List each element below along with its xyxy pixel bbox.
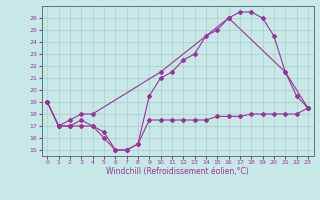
- X-axis label: Windchill (Refroidissement éolien,°C): Windchill (Refroidissement éolien,°C): [106, 167, 249, 176]
